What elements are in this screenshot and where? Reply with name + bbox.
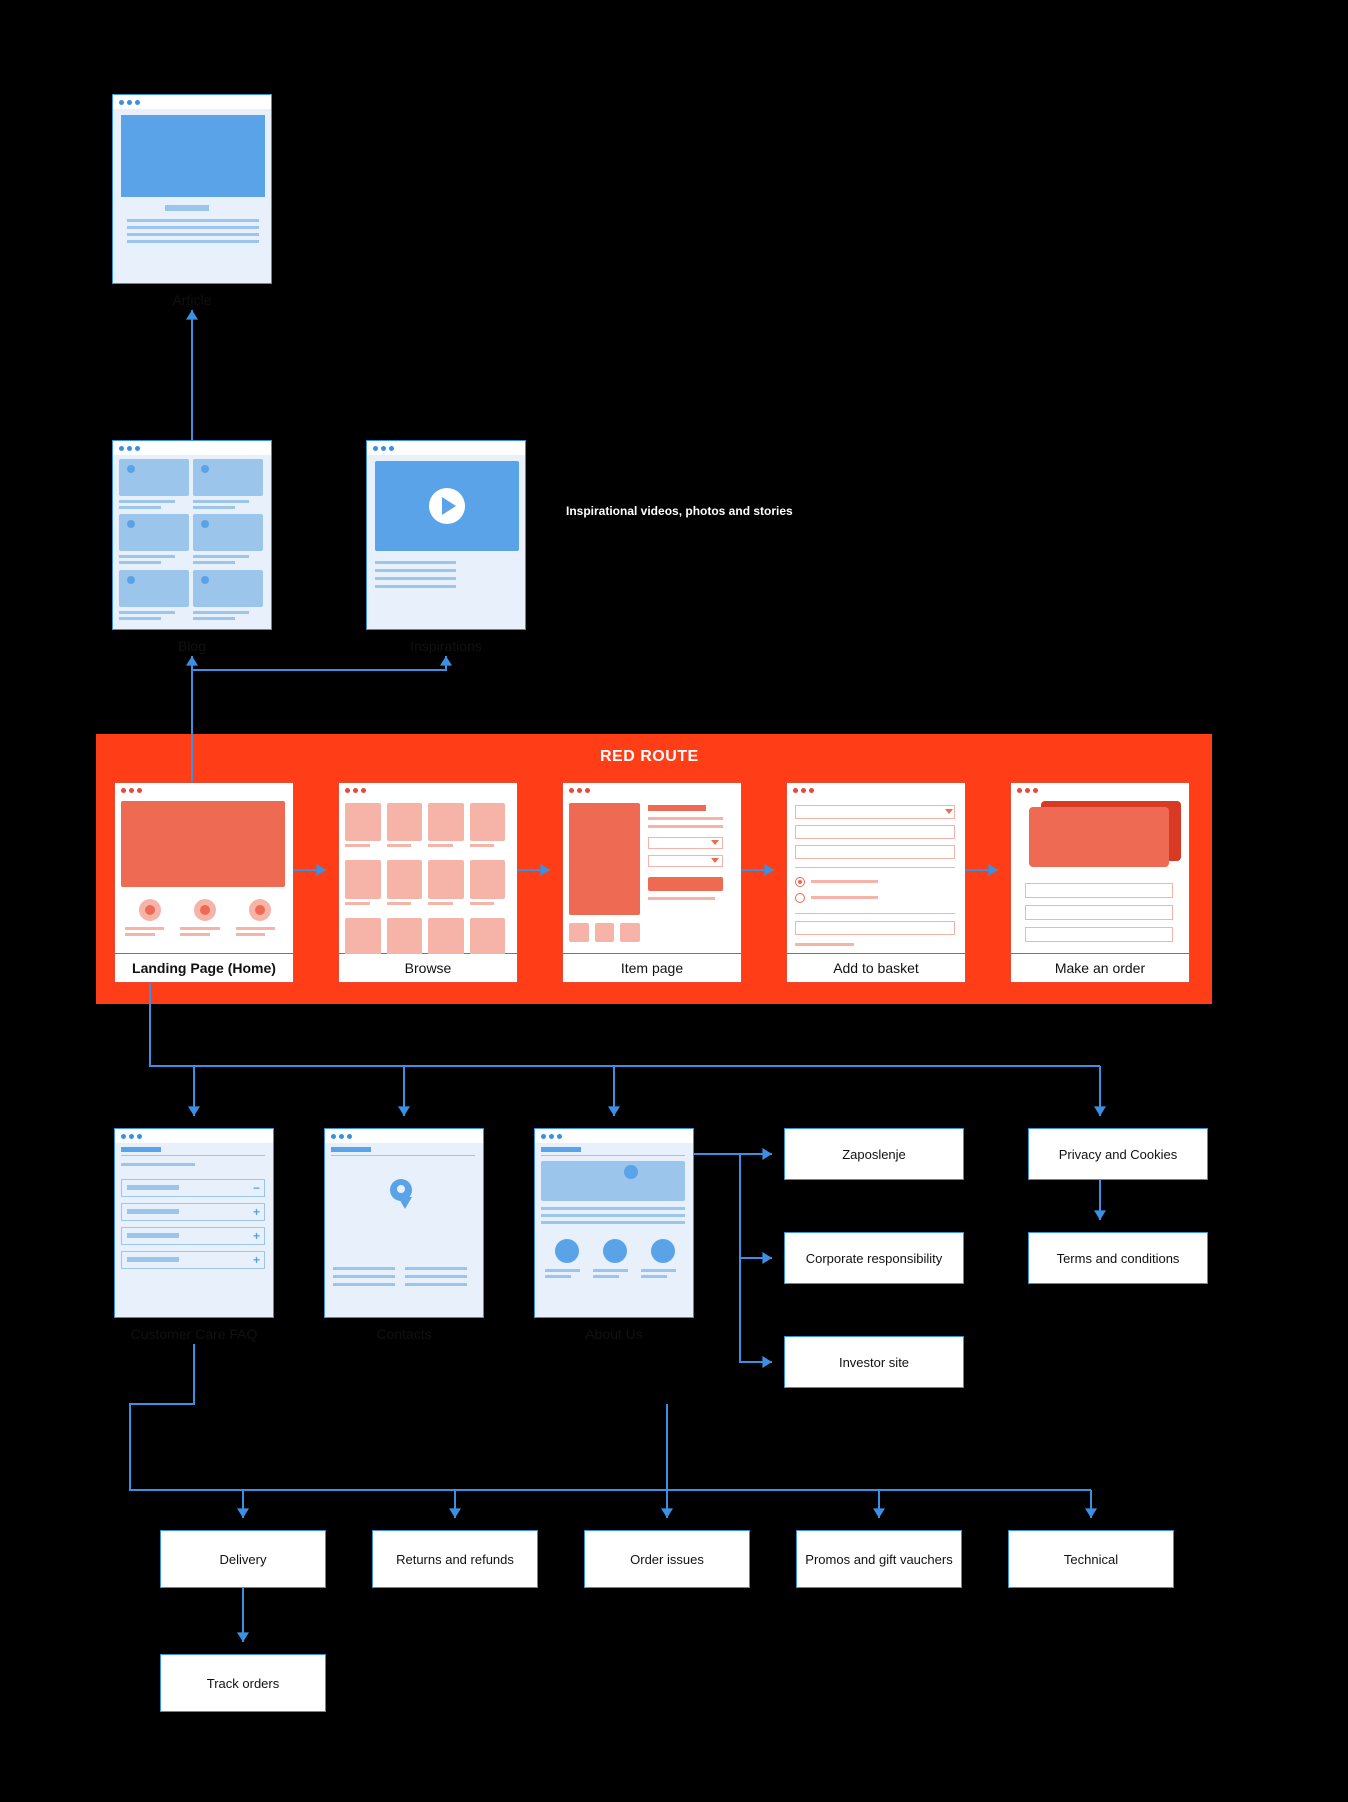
sitemap-card-order	[1010, 782, 1190, 954]
sitemap-card-landing	[114, 782, 294, 954]
sitemap-card-item	[562, 782, 742, 954]
sitemap-box-promos: Promos and gift vauchers	[796, 1530, 962, 1588]
card-label-article: Article	[112, 292, 272, 308]
card-label-browse: Browse	[338, 954, 518, 983]
sitemap-card-blog	[112, 440, 272, 630]
sitemap-card-article	[112, 94, 272, 284]
card-label-item: Item page	[562, 954, 742, 983]
sitemap-box-delivery: Delivery	[160, 1530, 326, 1588]
sitemap-card-browse	[338, 782, 518, 954]
sitemap-box-returns: Returns and refunds	[372, 1530, 538, 1588]
sitemap-canvas: RED ROUTE Inspirational videos, photos a…	[0, 0, 1348, 1802]
inspirations-annotation: Inspirational videos, photos and stories	[566, 504, 793, 518]
card-label-landing: Landing Page (Home)	[114, 954, 294, 983]
sitemap-box-issues: Order issues	[584, 1530, 750, 1588]
sitemap-box-privacy: Privacy and Cookies	[1028, 1128, 1208, 1180]
card-label-contacts: Contacts	[324, 1326, 484, 1342]
sitemap-box-terms: Terms and conditions	[1028, 1232, 1208, 1284]
red-route-title: RED ROUTE	[600, 748, 699, 766]
card-label-blog: Blog	[112, 638, 272, 654]
card-label-basket: Add to basket	[786, 954, 966, 983]
card-label-about: About Us	[534, 1326, 694, 1342]
card-label-faq: Customer Care FAQ	[114, 1326, 274, 1342]
sitemap-card-inspirations	[366, 440, 526, 630]
sitemap-box-track: Track orders	[160, 1654, 326, 1712]
card-label-inspirations: Inspirations	[366, 638, 526, 654]
sitemap-card-faq: −+++	[114, 1128, 274, 1318]
sitemap-box-investor: Investor site	[784, 1336, 964, 1388]
sitemap-card-contacts	[324, 1128, 484, 1318]
sitemap-box-corp: Corporate responsibility	[784, 1232, 964, 1284]
sitemap-box-zaposlenje: Zaposlenje	[784, 1128, 964, 1180]
sitemap-card-about	[534, 1128, 694, 1318]
card-label-order: Make an order	[1010, 954, 1190, 983]
sitemap-box-technical: Technical	[1008, 1530, 1174, 1588]
sitemap-card-basket	[786, 782, 966, 954]
